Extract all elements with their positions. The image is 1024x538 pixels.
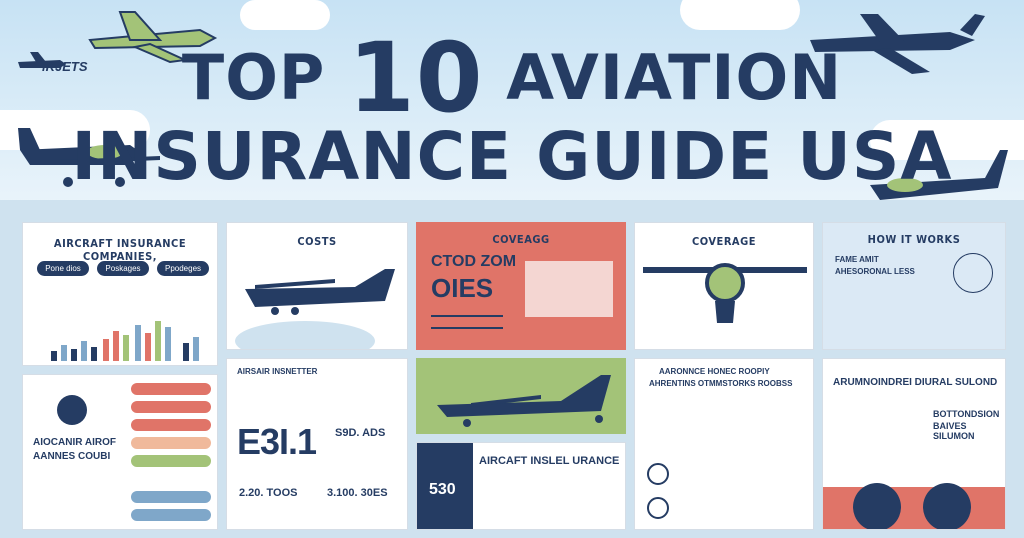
pill: Pone dios <box>37 261 89 276</box>
red-card-label: CTOD ZOM <box>431 253 517 270</box>
chart-title2: AHRENTINS OTMMSTORKS ROOBSS <box>649 379 793 388</box>
small-plane-panel <box>525 261 613 317</box>
title-word-top: TOP <box>181 41 326 114</box>
card-how-it-works: HOW IT WORKS FAME AMIT AHESORONAL LESS <box>822 222 1006 350</box>
title-number: 10 <box>347 22 484 134</box>
card-costs: COSTS <box>226 222 408 350</box>
card-coverage-red: COVEAGG CTOD ZOM OIES <box>416 222 626 350</box>
card-insel: 530 AIRCAFT INSLEL URANCE <box>416 442 626 530</box>
chart-title1: AARONNCE HONEC ROOPIY <box>659 367 770 376</box>
card-how-title: HOW IT WORKS <box>867 233 961 246</box>
stats-number2: 2.20. TOOS <box>239 487 298 499</box>
title-word-aviation: AVIATION <box>506 41 843 114</box>
red-card-big: OIES <box>431 273 494 303</box>
card-coverage-red-title: COVEAGG <box>492 233 550 246</box>
progress-bar <box>131 401 211 413</box>
brand-logo: iKJETS <box>42 59 88 74</box>
progress-bar <box>131 383 211 395</box>
stats-big-number: E3I.1 <box>237 421 317 462</box>
header-airplanes <box>18 11 1008 212</box>
front-plane-icon <box>643 263 807 323</box>
red-ground <box>823 487 1005 529</box>
stats-number3: 3.100. 30ES <box>327 487 388 499</box>
progress-bar <box>131 509 211 521</box>
progress-bar <box>131 419 211 431</box>
divider <box>431 327 503 329</box>
insel-number: 530 <box>429 481 456 498</box>
prop-plane-left-icon <box>18 128 160 187</box>
small-plane-icon <box>18 52 66 68</box>
insel-panel <box>417 443 473 529</box>
pill: Poskages <box>97 261 149 276</box>
right-bottom-sub1: BOTTONDSION <box>933 409 1000 419</box>
progress-bar <box>131 491 211 503</box>
card-plane-green <box>416 358 626 434</box>
green-card-plane-icon <box>437 375 611 427</box>
card-airlines: AIOCANIR AIROF AANNES COUBI <box>22 374 218 530</box>
card-chart: AARONNCE HONEC ROOPIY AHRENTINS OTMMSTOR… <box>634 358 814 530</box>
stats-number1: S9D. ADS <box>335 427 386 439</box>
cloud <box>240 0 330 30</box>
right-bottom-title: ARUMNOINDREI DIURAL SULOND <box>833 377 998 388</box>
pill: Ppodeges <box>157 261 209 276</box>
how-sub1: FAME AMIT <box>835 255 879 264</box>
divider <box>431 315 503 317</box>
green-plane-icon <box>88 11 218 64</box>
globe-icon <box>57 395 87 425</box>
chart-icon <box>647 497 669 519</box>
card-companies: AIRCRAFT INSURANCE COMPANIES, Pone dios … <box>22 222 218 366</box>
cloud <box>680 0 800 30</box>
progress-bar <box>131 455 211 467</box>
chart-icon <box>647 463 669 485</box>
page-title-line2: INSURANCE GUIDE USA <box>71 118 953 195</box>
card-coverage-title: COVERAGE <box>692 235 756 248</box>
info-circle <box>923 483 971 529</box>
navy-plane-icon <box>810 14 985 74</box>
page-title-line1: TOP 10 AVIATION <box>0 22 1024 134</box>
airlines-title2: AANNES COUBI <box>33 451 111 462</box>
info-circle <box>853 483 901 529</box>
card-stats: AIRSAIR INSNETTER E3I.1 S9D. ADS 2.20. T… <box>226 358 408 530</box>
card-coverage: COVERAGE <box>634 222 814 350</box>
costs-plane-icon <box>235 269 395 349</box>
how-sub2: AHESORONAL LESS <box>835 267 915 276</box>
airlines-title1: AIOCANIR AIROF <box>33 437 116 448</box>
card-right-bottom: ARUMNOINDREI DIURAL SULOND BOTTONDSION B… <box>822 358 1006 530</box>
bar-chart <box>43 293 213 361</box>
card-companies-title: AIRCRAFT INSURANCE COMPANIES, <box>53 237 187 263</box>
progress-bar <box>131 437 211 449</box>
right-bottom-sub2: BAIVES SILUMON <box>933 421 975 441</box>
compass-icon <box>953 253 993 293</box>
insel-title: AIRCAFT INSLEL URANCE <box>479 455 620 467</box>
card-costs-title: COSTS <box>297 235 337 248</box>
stats-label: AIRSAIR INSNETTER <box>237 367 318 376</box>
